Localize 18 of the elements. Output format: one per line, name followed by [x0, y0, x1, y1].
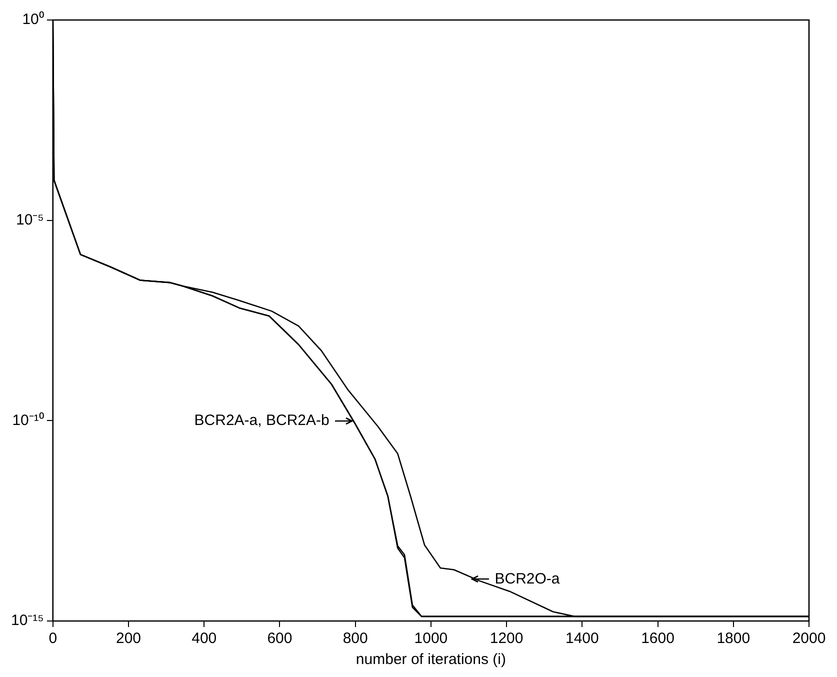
annotation: BCR2A-a, BCR2A-b [194, 412, 330, 429]
x-tick-label: 800 [342, 630, 368, 648]
x-tick-label: 2000 [792, 630, 826, 648]
x-tick-label: 1200 [490, 630, 524, 648]
x-tick-label: 0 [48, 630, 58, 648]
y-tick-label: 10⁻⁵ [16, 211, 44, 228]
x-tick-label: 1400 [565, 630, 599, 648]
x-tick-label: 200 [116, 630, 142, 648]
x-tick-label: 400 [192, 630, 217, 648]
annotation: BCR2O-a [494, 570, 560, 588]
x-axis-title: number of iterations (i) [356, 651, 506, 668]
x-tick-label: 1000 [414, 630, 448, 648]
x-tick-label: 600 [267, 630, 292, 648]
y-tick-label: 10⁻¹⁰ [12, 412, 44, 429]
y-tick-label: 10⁰ [22, 11, 44, 28]
x-tick-label: 1800 [716, 630, 750, 648]
y-tick-label: 10⁻¹⁵ [10, 612, 44, 630]
x-tick-label: 1600 [641, 630, 674, 648]
